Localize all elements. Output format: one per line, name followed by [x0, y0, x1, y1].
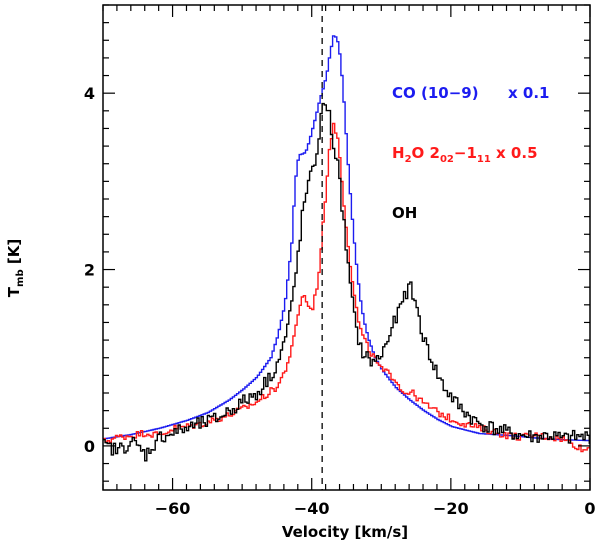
y-tick-label: 2	[84, 261, 95, 280]
legend-oh: OH	[392, 204, 417, 222]
y-axis-label: Tmb [K]	[5, 239, 26, 297]
legend-co: CO (10−9) x 0.1	[392, 84, 549, 102]
x-tick-label: 0	[584, 499, 595, 518]
legend-h2o-h: H	[392, 144, 405, 162]
legend-h2o-sub1: 2	[405, 154, 412, 165]
legend-h2o-dash: −1	[454, 144, 477, 162]
x-axis-label: Velocity [km/s]	[282, 523, 408, 541]
legend-h2o: H2O 202−111 x 0.5	[392, 144, 538, 165]
legend-h2o-scale: x 0.5	[491, 144, 538, 162]
x-tick-label: −40	[294, 499, 330, 518]
legend-h2o-sub3: 11	[477, 154, 491, 165]
series-layer	[103, 35, 590, 462]
x-tick-label: −60	[155, 499, 191, 518]
plot-frame	[102, 4, 591, 491]
y-tick-label: 0	[84, 437, 95, 456]
y-axis-label-sub: mb	[15, 269, 26, 287]
y-tick-label: 4	[84, 84, 95, 103]
legend-co-scale: x 0.1	[508, 84, 549, 102]
legend-h2o-mid: O 2	[412, 144, 440, 162]
legend-h2o-sub2: 02	[440, 154, 454, 165]
x-tick-label: −20	[433, 499, 469, 518]
series-line-h2o	[103, 122, 590, 453]
series-line-oh	[103, 102, 590, 462]
y-axis-label-main: T	[5, 286, 23, 297]
axis-ticks	[102, 4, 591, 490]
legend-co-label: CO (10−9)	[392, 84, 479, 102]
y-axis-label-unit: [K]	[5, 239, 23, 270]
